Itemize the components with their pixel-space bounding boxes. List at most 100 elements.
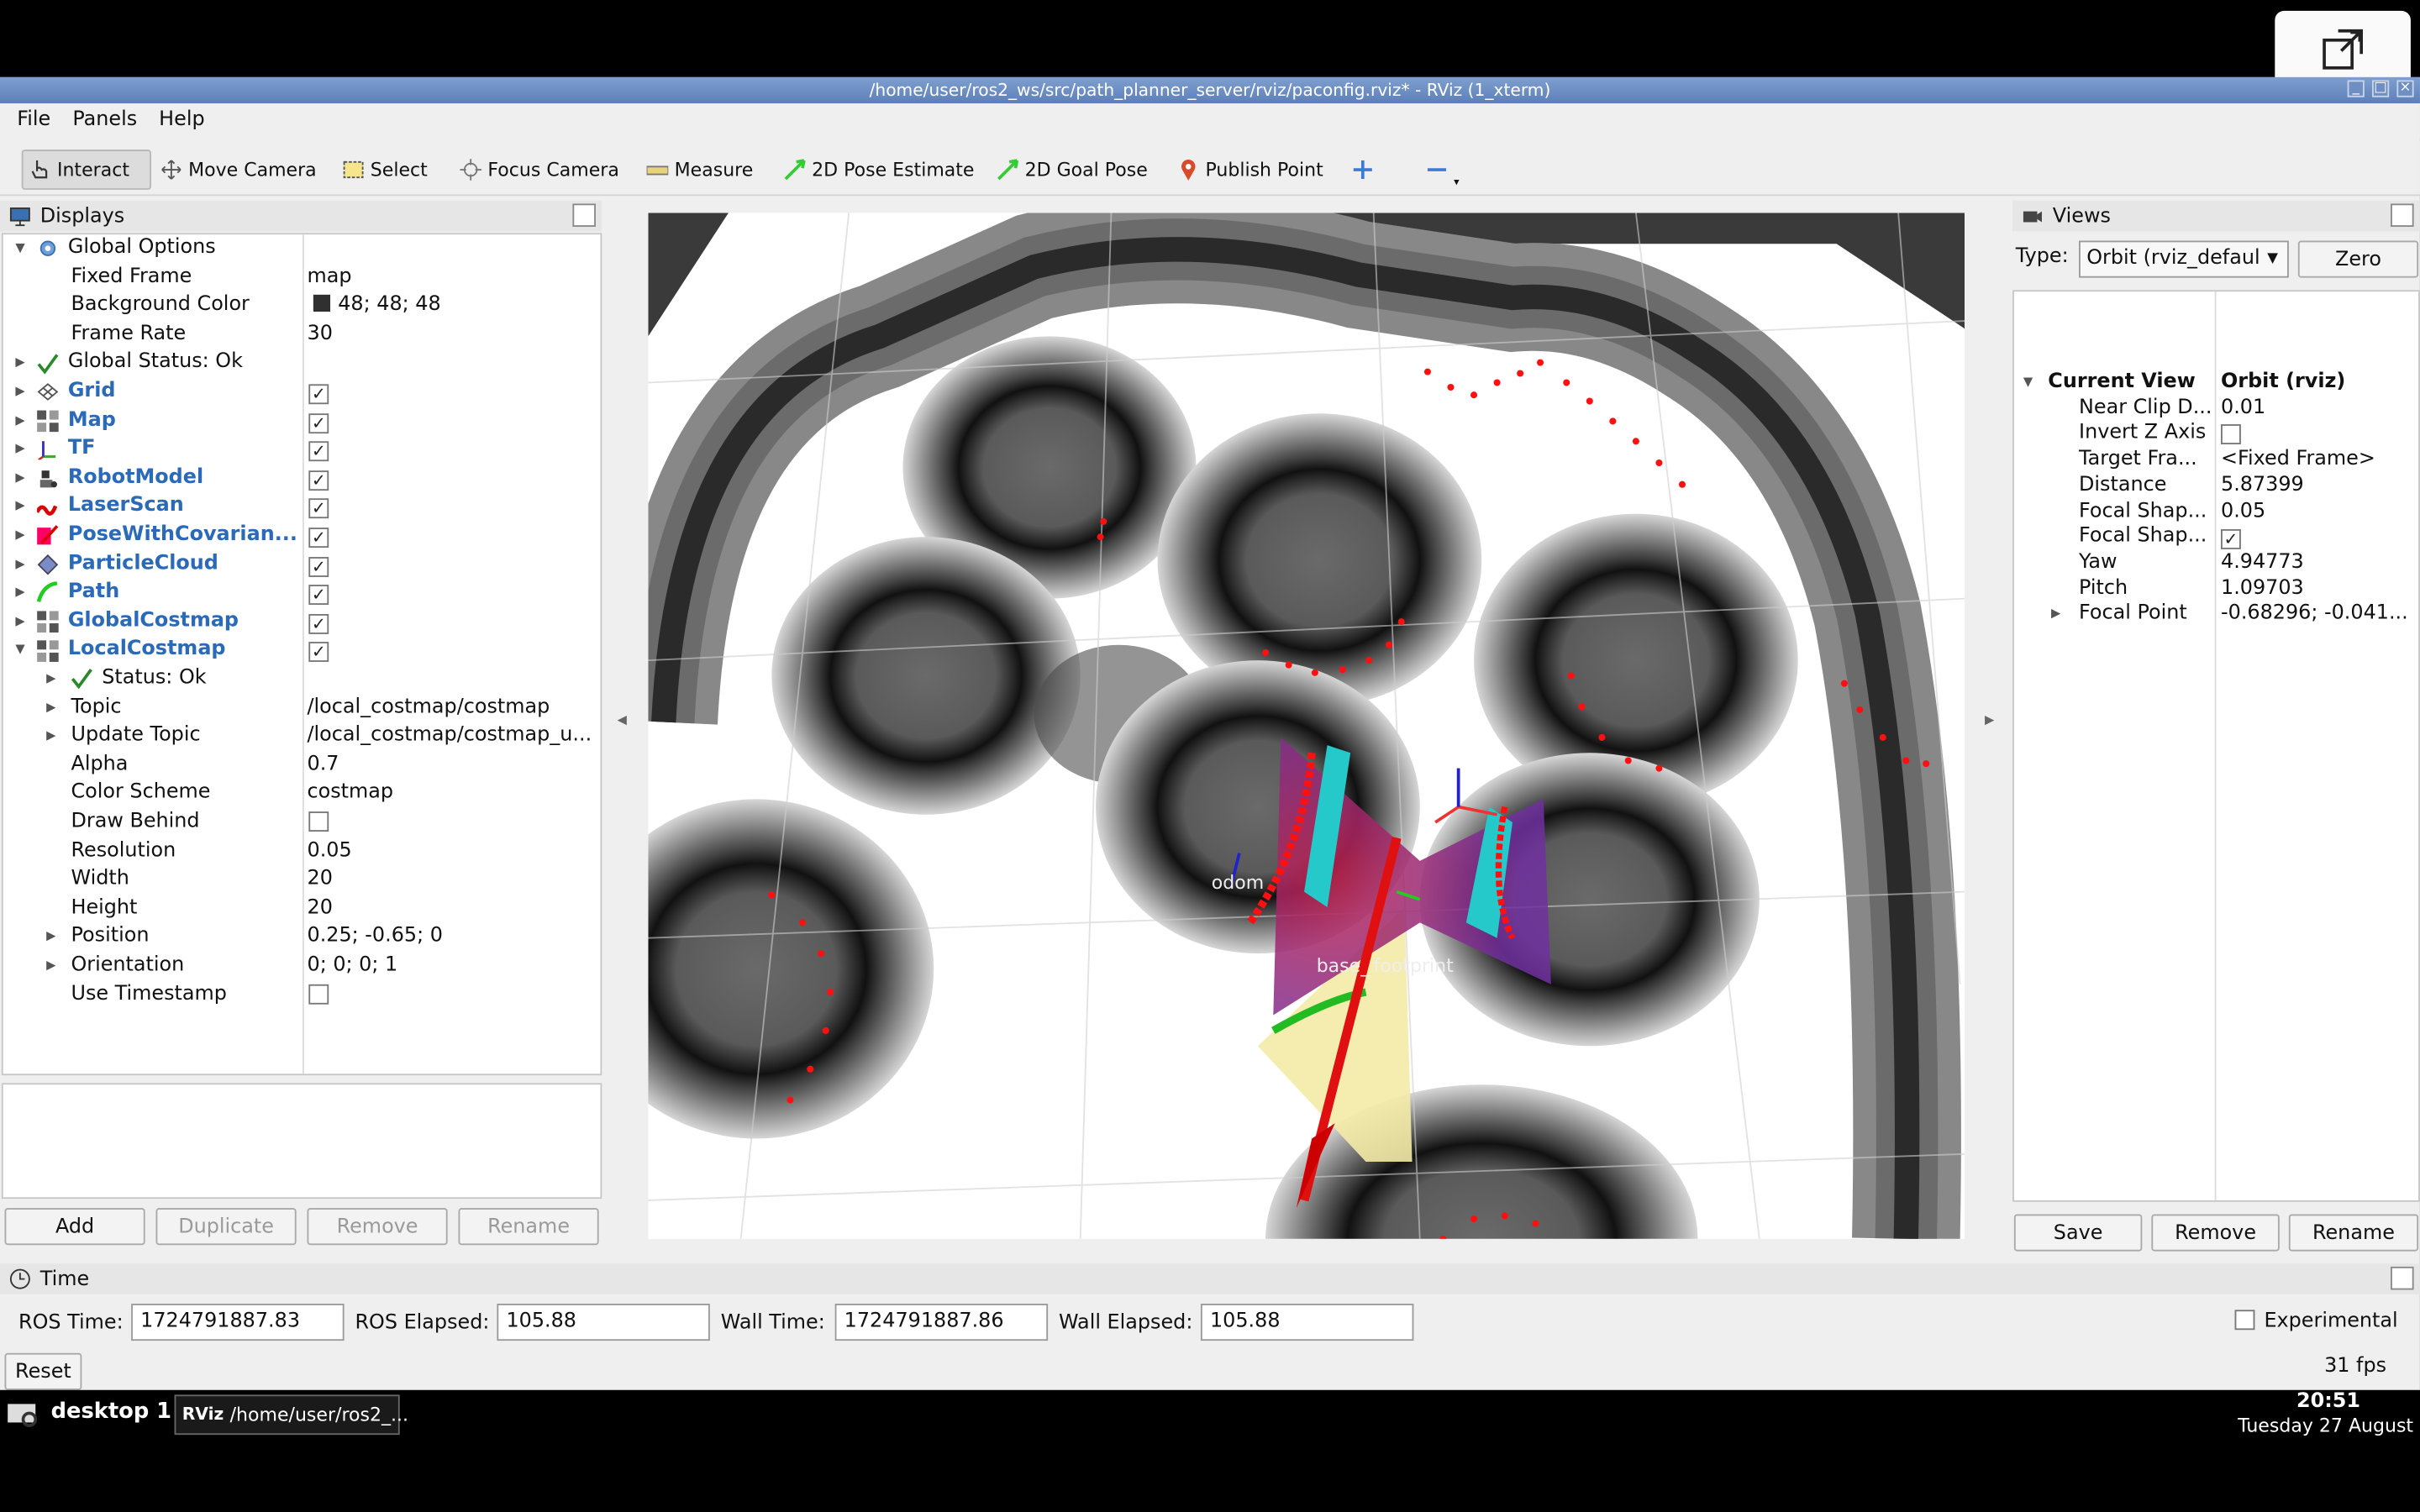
- display-value[interactable]: 20: [308, 895, 333, 923]
- display-value[interactable]: 0.7: [308, 751, 339, 780]
- view-row-near-clip-d[interactable]: Near Clip D... 0.01: [2014, 396, 2418, 422]
- views-tree[interactable]: ▼ Current View Orbit (rviz) Near Clip D... 0…: [2012, 290, 2420, 1202]
- restore-window-button[interactable]: [2275, 10, 2411, 88]
- display-row-draw-behind[interactable]: Draw Behind: [3, 808, 601, 837]
- tool-select[interactable]: Select: [336, 150, 434, 190]
- view-value[interactable]: Orbit (rviz): [2221, 370, 2345, 396]
- display-row-laserscan[interactable]: ▶ LaserScan ✓: [3, 493, 601, 522]
- display-value[interactable]: [308, 980, 329, 1011]
- checked-checkbox[interactable]: ✓: [308, 613, 329, 634]
- display-value[interactable]: [308, 808, 329, 838]
- remove-display-button[interactable]: Remove: [307, 1208, 448, 1246]
- close-button[interactable]: ×: [2396, 80, 2414, 97]
- display-value[interactable]: ✓: [308, 522, 329, 550]
- display-value[interactable]: 0; 0; 0; 1: [308, 952, 398, 980]
- experimental-checkbox[interactable]: [2234, 1310, 2255, 1331]
- view-row-yaw[interactable]: Yaw 4.94773: [2014, 551, 2418, 577]
- tool-focus-camera[interactable]: Focus Camera: [454, 150, 625, 190]
- checked-checkbox[interactable]: ✓: [308, 642, 329, 663]
- view-value[interactable]: 0.01: [2221, 396, 2265, 422]
- display-row-particlecloud[interactable]: ▶ ParticleCloud ✓: [3, 550, 601, 579]
- display-value[interactable]: ✓: [308, 550, 329, 579]
- display-row-use-timestamp[interactable]: Use Timestamp: [3, 980, 601, 1009]
- taskbar-task-rviz[interactable]: RViz /home/user/ros2_...: [174, 1394, 408, 1436]
- display-value[interactable]: ✓: [308, 493, 329, 522]
- checked-checkbox[interactable]: ✓: [308, 528, 329, 549]
- expand-arrow-right-icon[interactable]: ▶: [2050, 606, 2061, 621]
- view-value[interactable]: <Fixed Frame>: [2221, 448, 2375, 474]
- display-row-resolution[interactable]: Resolution 0.05: [3, 837, 601, 866]
- display-row-update-topic[interactable]: ▶ Update Topic/local_costmap/costmap_u...: [3, 722, 601, 751]
- view-value[interactable]: ✓: [2221, 525, 2241, 551]
- expand-arrow-right-icon[interactable]: ▶: [15, 556, 25, 570]
- start-menu-icon[interactable]: [6, 1401, 39, 1429]
- display-value[interactable]: costmap: [308, 780, 394, 808]
- rename-display-button[interactable]: Rename: [458, 1208, 599, 1246]
- expand-arrow-down-icon[interactable]: ▼: [15, 240, 25, 255]
- display-value[interactable]: ✓: [308, 407, 329, 435]
- display-row-alpha[interactable]: Alpha 0.7: [3, 751, 601, 780]
- display-value[interactable]: /local_costmap/costmap: [308, 694, 550, 722]
- display-row-background-color[interactable]: Background Color 48; 48; 48: [3, 291, 601, 320]
- time-float-button[interactable]: [2391, 1266, 2414, 1290]
- expand-arrow-right-icon[interactable]: ▶: [46, 929, 56, 943]
- save-view-button[interactable]: Save: [2013, 1214, 2143, 1252]
- reset-button[interactable]: Reset: [4, 1352, 82, 1390]
- view-value[interactable]: 1.09703: [2221, 576, 2304, 602]
- checked-checkbox[interactable]: ✓: [308, 384, 329, 405]
- display-value[interactable]: 48; 48; 48: [313, 291, 441, 320]
- checked-checkbox[interactable]: ✓: [308, 498, 329, 519]
- checked-checkbox[interactable]: ✓: [308, 556, 329, 577]
- expand-arrow-down-icon[interactable]: ▼: [2023, 375, 2033, 389]
- add-tool-button[interactable]: [1346, 150, 1380, 190]
- rename-view-button[interactable]: Rename: [2288, 1214, 2419, 1252]
- display-value[interactable]: 20: [308, 866, 333, 895]
- view-value[interactable]: 4.94773: [2221, 551, 2304, 577]
- expand-arrow-right-icon[interactable]: ▶: [15, 412, 25, 428]
- tool-measure[interactable]: Measure: [640, 150, 759, 190]
- display-row-color-scheme[interactable]: Color Scheme costmap: [3, 780, 601, 808]
- views-float-button[interactable]: [2391, 203, 2414, 227]
- display-row-topic[interactable]: ▶ Topic/local_costmap/costmap: [3, 694, 601, 722]
- expand-arrow-right-icon[interactable]: ▶: [15, 498, 25, 513]
- unchecked-checkbox[interactable]: [2221, 424, 2241, 445]
- display-value[interactable]: ✓: [308, 464, 329, 492]
- display-row-localcostmap[interactable]: ▼ LocalCostmap ✓: [3, 636, 601, 664]
- zero-view-button[interactable]: Zero: [2297, 240, 2419, 278]
- view-value[interactable]: [2221, 422, 2241, 450]
- tool-2d-pose-estimate[interactable]: 2D Pose Estimate: [778, 150, 981, 190]
- expand-arrow-right-icon[interactable]: ▶: [46, 958, 56, 973]
- collapse-left-icon[interactable]: ◀: [617, 712, 627, 727]
- remove-tool-button[interactable]: ▾: [1420, 150, 1465, 190]
- expand-arrow-right-icon[interactable]: ▶: [15, 613, 25, 628]
- display-row-orientation[interactable]: ▶ Orientation 0; 0; 0; 1: [3, 952, 601, 980]
- expand-arrow-right-icon[interactable]: ▶: [15, 355, 25, 370]
- view-row-target-fra[interactable]: Target Fra... <Fixed Frame>: [2014, 448, 2418, 474]
- view-value[interactable]: -0.68296; -0.041...: [2221, 602, 2408, 628]
- display-row-height[interactable]: Height 20: [3, 895, 601, 923]
- expand-arrow-down-icon[interactable]: ▼: [15, 642, 25, 657]
- view-row-current-view[interactable]: ▼ Current View Orbit (rviz): [2014, 370, 2418, 396]
- displays-float-button[interactable]: [572, 203, 596, 227]
- display-row-robotmodel[interactable]: ▶ RobotModel ✓: [3, 464, 601, 492]
- display-value[interactable]: /local_costmap/costmap_u...: [308, 722, 592, 751]
- display-value[interactable]: 0.25; -0.65; 0: [308, 923, 443, 952]
- menu-file[interactable]: File: [17, 108, 51, 132]
- displays-tree[interactable]: ▼ Global Options Fixed Frame map Background …: [1, 233, 602, 1076]
- desktop-label[interactable]: desktop 1: [50, 1399, 172, 1425]
- tool-move-camera[interactable]: Move Camera: [155, 150, 323, 190]
- expand-arrow-right-icon[interactable]: ▶: [46, 670, 56, 685]
- display-row-globalcostmap[interactable]: ▶ GlobalCostmap ✓: [3, 607, 601, 636]
- view-value[interactable]: 0.05: [2221, 499, 2265, 525]
- view-value[interactable]: 5.87399: [2221, 473, 2304, 499]
- unchecked-checkbox[interactable]: [308, 811, 329, 832]
- remove-view-button[interactable]: Remove: [2151, 1214, 2280, 1252]
- checked-checkbox[interactable]: ✓: [308, 470, 329, 491]
- wall-elapsed-field[interactable]: 105.88: [1200, 1304, 1414, 1341]
- display-row-width[interactable]: Width 20: [3, 866, 601, 895]
- tool-interact[interactable]: Interact: [21, 150, 151, 190]
- view-row-pitch[interactable]: Pitch 1.09703: [2014, 576, 2418, 602]
- expand-arrow-right-icon[interactable]: ▶: [15, 470, 25, 485]
- wall-time-field[interactable]: 1724791887.86: [834, 1304, 1049, 1341]
- collapse-right-icon[interactable]: ▶: [1984, 712, 1995, 727]
